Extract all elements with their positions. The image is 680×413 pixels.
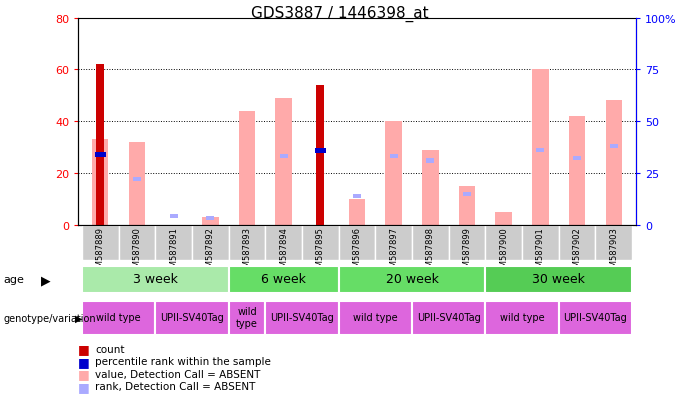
Text: GSM587902: GSM587902 bbox=[573, 227, 581, 278]
Bar bbox=[573, 157, 581, 161]
Text: UPII-SV40Tag: UPII-SV40Tag bbox=[270, 312, 334, 322]
Bar bbox=[610, 145, 618, 149]
Text: 3 week: 3 week bbox=[133, 273, 177, 286]
Text: wild type: wild type bbox=[353, 312, 398, 322]
Bar bbox=[228, 301, 265, 335]
Bar bbox=[202, 217, 218, 225]
Bar bbox=[118, 225, 155, 260]
Bar bbox=[302, 225, 339, 260]
Text: wild
type: wild type bbox=[236, 306, 258, 328]
Text: GSM587891: GSM587891 bbox=[169, 227, 178, 278]
Bar bbox=[95, 152, 105, 157]
Text: age: age bbox=[3, 275, 24, 285]
Bar bbox=[559, 225, 596, 260]
Text: wild type: wild type bbox=[500, 312, 545, 322]
Bar bbox=[206, 217, 214, 221]
Text: ■: ■ bbox=[78, 380, 90, 393]
Text: ■: ■ bbox=[78, 342, 90, 356]
Bar bbox=[82, 225, 118, 260]
Text: GSM587903: GSM587903 bbox=[609, 227, 618, 278]
Text: GSM587893: GSM587893 bbox=[243, 227, 252, 278]
Text: percentile rank within the sample: percentile rank within the sample bbox=[95, 356, 271, 366]
Text: 20 week: 20 week bbox=[386, 273, 439, 286]
Bar bbox=[339, 266, 486, 294]
Text: GSM587892: GSM587892 bbox=[206, 227, 215, 278]
Bar bbox=[228, 266, 339, 294]
Bar bbox=[559, 301, 632, 335]
Text: ▶: ▶ bbox=[75, 313, 82, 323]
Bar bbox=[82, 301, 155, 335]
Bar bbox=[426, 159, 435, 163]
Text: GSM587894: GSM587894 bbox=[279, 227, 288, 278]
Bar bbox=[92, 140, 109, 225]
Bar bbox=[265, 301, 339, 335]
Bar bbox=[605, 101, 622, 225]
Text: GSM587898: GSM587898 bbox=[426, 227, 435, 278]
Bar bbox=[537, 149, 545, 153]
Bar bbox=[155, 225, 192, 260]
Bar bbox=[239, 112, 255, 225]
Text: UPII-SV40Tag: UPII-SV40Tag bbox=[564, 312, 628, 322]
Bar bbox=[129, 142, 145, 225]
Text: GSM587895: GSM587895 bbox=[316, 227, 325, 278]
Text: wild type: wild type bbox=[97, 312, 141, 322]
Bar bbox=[192, 225, 228, 260]
Bar bbox=[422, 150, 439, 225]
Text: UPII-SV40Tag: UPII-SV40Tag bbox=[417, 312, 481, 322]
Bar bbox=[265, 225, 302, 260]
Text: 30 week: 30 week bbox=[532, 273, 585, 286]
Bar bbox=[486, 301, 559, 335]
Text: count: count bbox=[95, 344, 124, 354]
Text: GSM587889: GSM587889 bbox=[96, 227, 105, 278]
Text: ■: ■ bbox=[78, 367, 90, 380]
Text: GSM587899: GSM587899 bbox=[462, 227, 471, 278]
Bar bbox=[412, 301, 486, 335]
Bar bbox=[386, 122, 402, 225]
Bar bbox=[133, 178, 141, 182]
Bar bbox=[169, 215, 177, 219]
Bar bbox=[275, 99, 292, 225]
Bar bbox=[316, 86, 324, 225]
Bar bbox=[339, 225, 375, 260]
Bar bbox=[375, 225, 412, 260]
Text: value, Detection Call = ABSENT: value, Detection Call = ABSENT bbox=[95, 369, 260, 379]
Text: GSM587901: GSM587901 bbox=[536, 227, 545, 278]
Bar bbox=[596, 225, 632, 260]
Bar bbox=[486, 266, 632, 294]
Bar bbox=[496, 212, 512, 225]
Bar bbox=[449, 225, 486, 260]
Text: GSM587896: GSM587896 bbox=[352, 227, 362, 278]
Text: rank, Detection Call = ABSENT: rank, Detection Call = ABSENT bbox=[95, 381, 256, 391]
Bar bbox=[459, 186, 475, 225]
Bar bbox=[228, 225, 265, 260]
Bar bbox=[463, 192, 471, 196]
Bar bbox=[569, 116, 585, 225]
Bar bbox=[315, 148, 326, 153]
Bar bbox=[96, 65, 104, 225]
Text: UPII-SV40Tag: UPII-SV40Tag bbox=[160, 312, 224, 322]
Bar bbox=[82, 266, 228, 294]
Bar bbox=[486, 225, 522, 260]
Text: GSM587897: GSM587897 bbox=[389, 227, 398, 278]
Text: GSM587890: GSM587890 bbox=[133, 227, 141, 278]
Bar bbox=[532, 70, 549, 225]
Bar bbox=[279, 155, 288, 159]
Bar bbox=[155, 301, 228, 335]
Bar bbox=[412, 225, 449, 260]
Text: ■: ■ bbox=[78, 355, 90, 368]
Bar bbox=[339, 301, 412, 335]
Text: 6 week: 6 week bbox=[261, 273, 306, 286]
Text: ▶: ▶ bbox=[41, 273, 50, 286]
Bar bbox=[522, 225, 559, 260]
Bar bbox=[349, 199, 365, 225]
Text: GDS3887 / 1446398_at: GDS3887 / 1446398_at bbox=[251, 6, 429, 22]
Text: GSM587900: GSM587900 bbox=[499, 227, 508, 278]
Text: genotype/variation: genotype/variation bbox=[3, 313, 96, 323]
Bar bbox=[390, 155, 398, 159]
Bar bbox=[353, 194, 361, 198]
